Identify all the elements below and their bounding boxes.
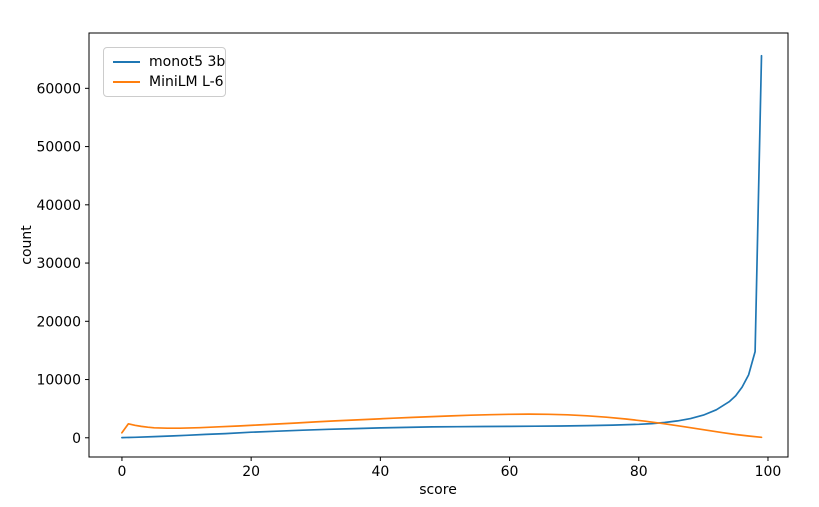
legend-line-swatch-orange bbox=[113, 81, 140, 83]
series-lines bbox=[121, 54, 763, 439]
y-tick-label: 60000 bbox=[36, 81, 81, 97]
x-tick-label: 60 bbox=[501, 464, 519, 480]
legend: monot5 3b MiniLM L-6 bbox=[103, 47, 226, 97]
y-axis-label: count bbox=[19, 225, 35, 265]
y-tick-label: 20000 bbox=[36, 314, 81, 330]
x-tick-label: 20 bbox=[242, 464, 260, 480]
x-axis-label: score bbox=[419, 482, 457, 498]
legend-label-minilm-l6: MiniLM L-6 bbox=[149, 74, 224, 90]
x-tick-label: 0 bbox=[117, 464, 126, 480]
axes-frame bbox=[88, 32, 789, 458]
x-tick-label: 40 bbox=[371, 464, 389, 480]
series-line-monot5-3b bbox=[121, 54, 763, 439]
y-tick-label: 50000 bbox=[36, 140, 81, 156]
tick-marks bbox=[85, 87, 769, 461]
y-tick-label: 10000 bbox=[36, 373, 81, 389]
x-tick-label: 100 bbox=[755, 464, 782, 480]
tick-labels: 0 20 40 60 80 100 0 10000 20000 30000 40000 50000 60… bbox=[36, 81, 781, 480]
legend-label-monot5-3b: monot5 3b bbox=[149, 54, 226, 70]
legend-line-swatch-blue bbox=[113, 61, 140, 63]
legend-item-minilm-l6: MiniLM L-6 bbox=[113, 74, 224, 90]
y-tick-label: 30000 bbox=[36, 256, 81, 272]
y-tick-label: 40000 bbox=[36, 198, 81, 214]
series-line-minilm-l-6 bbox=[121, 413, 763, 439]
x-tick-label: 80 bbox=[630, 464, 648, 480]
y-tick-label: 0 bbox=[72, 431, 81, 447]
legend-item-monot5-3b: monot5 3b bbox=[113, 54, 225, 70]
